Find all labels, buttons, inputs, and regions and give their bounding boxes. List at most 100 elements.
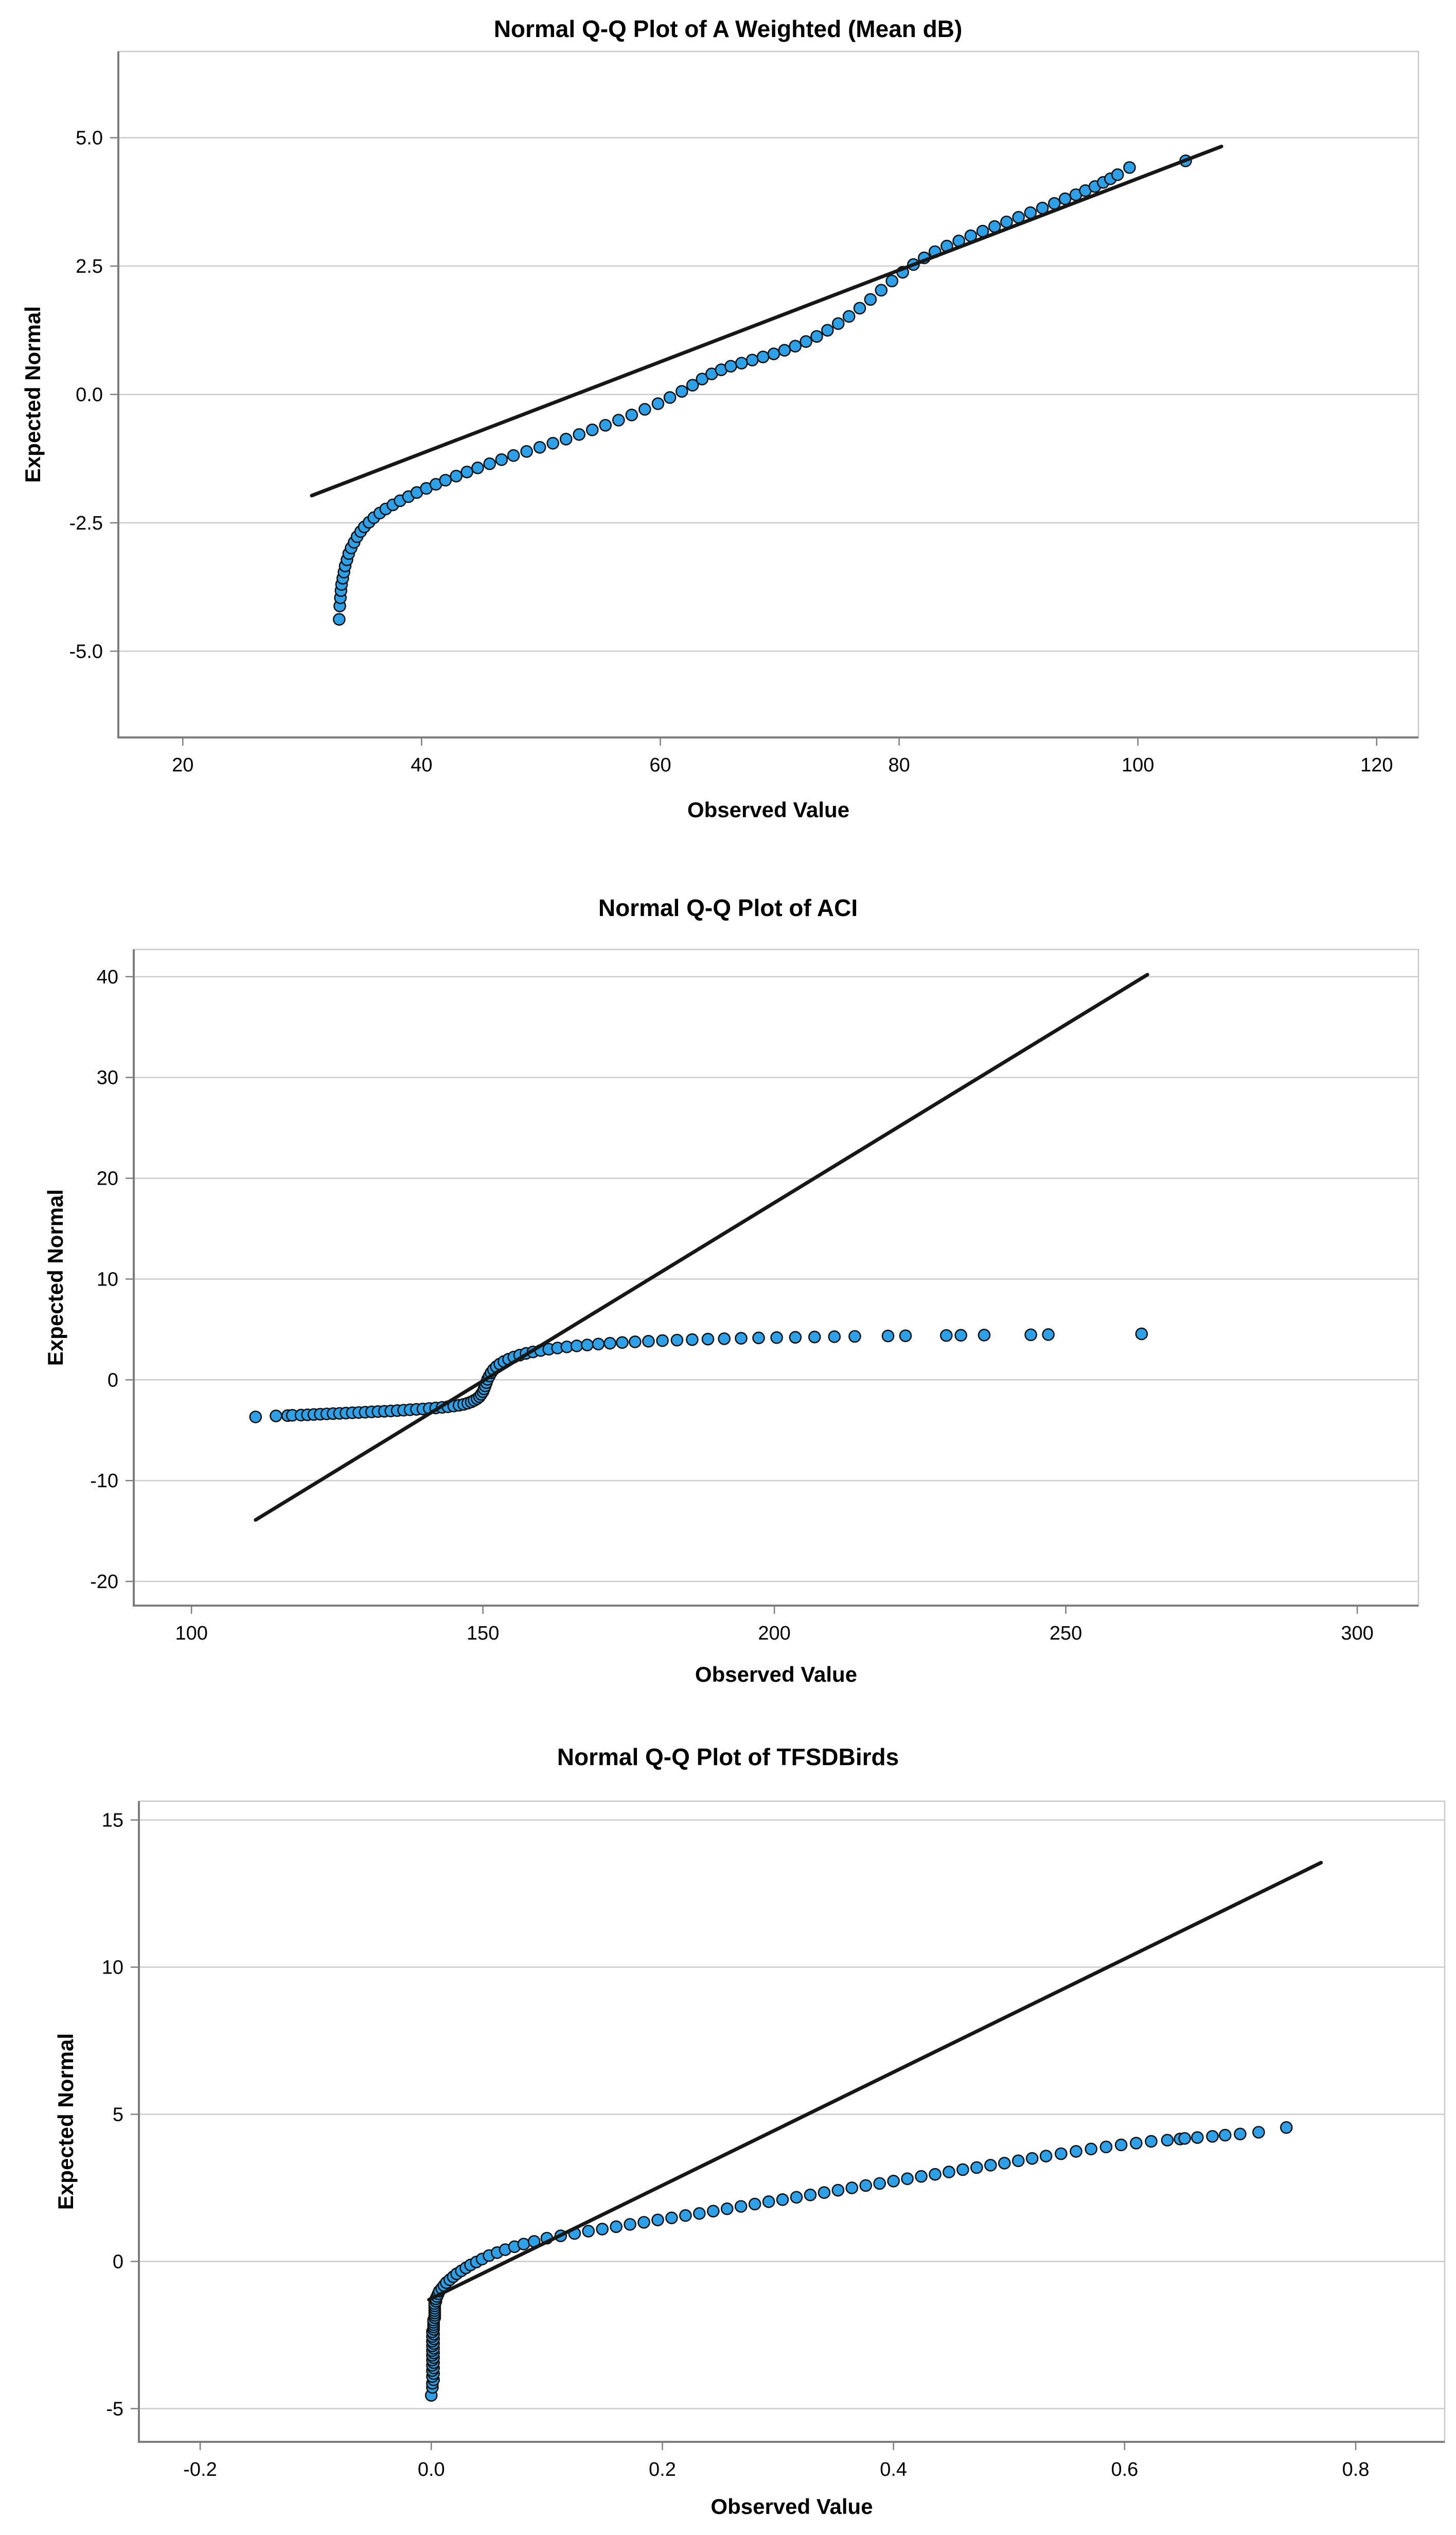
x-tick-label: 120: [1360, 754, 1393, 776]
data-point: [483, 457, 496, 470]
qq-plot-tfsdbirds-svg: 15 10 5 0 -5 -0.2 0.0 0.2 0.4 0.6 0.8 Normal Q-Q Pl…: [54, 1744, 1446, 2519]
data-point: [507, 449, 520, 462]
y-tick-label: 10: [97, 1269, 118, 1290]
data-point: [696, 373, 709, 385]
data-point: [818, 2186, 831, 2199]
data-point: [770, 1331, 783, 1344]
data-point: [1011, 2154, 1025, 2168]
data-point: [581, 1339, 594, 1351]
data-point: [624, 2218, 636, 2231]
data-point: [573, 428, 586, 441]
y-tick-label: 0: [108, 1369, 118, 1391]
data-point: [625, 409, 638, 421]
data-point: [665, 2211, 678, 2225]
data-point: [762, 2195, 775, 2208]
data-point: [1085, 2142, 1098, 2156]
data-point: [776, 2193, 789, 2206]
chart-title: Normal Q-Q Plot of TFSDBirds: [557, 1744, 899, 1770]
y-axis-title: Expected Normal: [43, 1189, 67, 1366]
y-tick-label: 20: [97, 1168, 118, 1190]
data-point: [570, 1339, 583, 1352]
y-tick-label: -20: [90, 1571, 118, 1593]
data-point: [1114, 2138, 1128, 2152]
y-tick-label: -5: [106, 2398, 123, 2420]
data-point: [616, 1336, 629, 1349]
x-tick-label: 0.4: [880, 2459, 907, 2480]
data-point: [693, 2207, 706, 2220]
y-tick-label: 30: [97, 1067, 118, 1089]
data-point: [778, 344, 791, 357]
data-point: [735, 357, 748, 369]
data-point: [864, 293, 877, 306]
y-tick-label: 0: [113, 2251, 123, 2273]
data-point: [745, 354, 759, 366]
data-point: [943, 2166, 955, 2178]
x-tick-label: 80: [888, 754, 910, 776]
data-point: [332, 613, 346, 626]
data-point: [1280, 2121, 1293, 2134]
data-point: [724, 360, 737, 373]
data-point: [720, 2202, 734, 2215]
y-axis-title: Expected Normal: [21, 306, 45, 483]
data-point: [1055, 2147, 1068, 2160]
x-tick-label: 0.0: [418, 2459, 445, 2480]
data-point: [270, 1410, 282, 1422]
data-point: [875, 284, 888, 297]
data-point: [1099, 2140, 1113, 2154]
x-tick-label: 0.6: [1111, 2459, 1138, 2480]
data-point: [800, 335, 812, 348]
data-point: [1024, 1328, 1037, 1342]
data-point: [1145, 2135, 1158, 2148]
qq-plot-aci: 40 30 20 10 0 -10 -20 100 150 200 250 300 Normal Q-Q…: [0, 844, 1456, 1714]
data-point: [592, 1337, 605, 1351]
chart-title: Normal Q-Q Plot of ACI: [598, 894, 858, 921]
data-point: [686, 379, 699, 392]
y-tick-label: -2.5: [69, 513, 103, 534]
x-tick-label: 250: [1050, 1623, 1082, 1644]
data-point: [471, 461, 484, 474]
data-point: [637, 2216, 650, 2229]
reference-line: [427, 1861, 1323, 2302]
data-point: [533, 441, 546, 454]
data-point: [701, 1332, 715, 1346]
data-point: [656, 1334, 669, 1347]
data-point: [845, 2181, 859, 2194]
x-tick-label: 200: [758, 1623, 790, 1644]
data-point: [1042, 1328, 1055, 1341]
data-point: [718, 1332, 731, 1345]
x-tick-label: 100: [1122, 754, 1154, 776]
x-tick-label: 0.2: [649, 2459, 676, 2480]
x-tick-label: 300: [1341, 1623, 1373, 1644]
data-point: [651, 2213, 664, 2227]
reference-line: [254, 973, 1149, 1522]
data-point: [585, 424, 599, 436]
data-point: [1111, 168, 1124, 181]
x-axis-title: Observed Value: [695, 1662, 857, 1686]
data-point: [1123, 161, 1136, 174]
data-point: [603, 1336, 616, 1350]
y-tick-label: 0.0: [76, 384, 103, 406]
data-point: [915, 2170, 928, 2183]
data-point: [582, 2225, 595, 2238]
data-point: [790, 2191, 803, 2204]
data-point: [460, 465, 473, 479]
data-point: [670, 1333, 684, 1347]
x-tick-label: 100: [175, 1623, 207, 1644]
data-point: [767, 347, 780, 360]
data-point: [848, 1330, 861, 1343]
data-point: [1025, 2152, 1039, 2165]
y-tick-label: 10: [102, 1957, 123, 1979]
data-point: [954, 1329, 967, 1342]
data-point: [831, 2184, 845, 2197]
data-point: [439, 473, 452, 487]
data-point: [881, 1329, 895, 1343]
y-tick-label: 15: [102, 1810, 123, 1832]
data-point: [1130, 2137, 1143, 2150]
data-point: [984, 2159, 997, 2172]
y-tick-label: 2.5: [76, 256, 103, 277]
data-point: [1191, 2131, 1204, 2144]
data-point: [495, 453, 508, 466]
data-point: [1161, 2134, 1174, 2147]
data-point: [1206, 2130, 1219, 2143]
